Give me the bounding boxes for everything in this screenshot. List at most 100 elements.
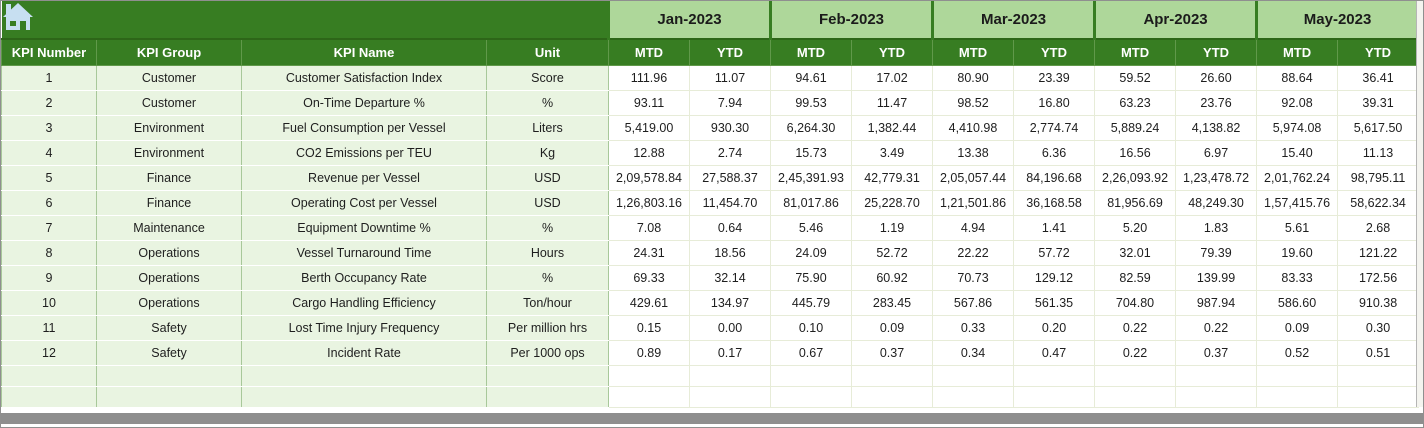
kpi-group-cell[interactable]: Environment (96, 140, 242, 166)
value-cell[interactable]: 134.97 (689, 289, 771, 316)
col-header-kpi-group[interactable]: KPI Group (96, 38, 242, 66)
value-cell[interactable]: 2,774.74 (1013, 114, 1096, 141)
kpi-name-cell[interactable]: Cargo Handling Efficiency (241, 290, 487, 316)
value-cell[interactable]: 11.13 (1337, 139, 1420, 166)
value-cell[interactable]: 586.60 (1256, 289, 1339, 316)
empty-cell[interactable] (850, 364, 934, 387)
kpi-name-cell[interactable]: Operating Cost per Vessel (241, 190, 487, 216)
empty-cell[interactable] (689, 364, 771, 387)
value-cell[interactable]: 0.67 (770, 339, 852, 366)
value-cell[interactable]: 4.94 (932, 214, 1015, 241)
empty-cell[interactable] (1094, 364, 1177, 387)
kpi-name-cell[interactable]: CO2 Emissions per TEU (241, 140, 487, 166)
value-cell[interactable]: 58,622.34 (1337, 189, 1420, 216)
kpi-unit-cell[interactable]: % (486, 90, 609, 116)
value-cell[interactable]: 18.56 (689, 239, 771, 266)
value-cell[interactable]: 23.39 (1013, 64, 1096, 91)
value-cell[interactable]: 82.59 (1094, 264, 1177, 291)
value-cell[interactable]: 1,23,478.72 (1175, 164, 1258, 191)
empty-cell[interactable] (1337, 385, 1420, 408)
value-cell[interactable]: 15.40 (1256, 139, 1339, 166)
empty-cell[interactable] (1256, 364, 1339, 387)
value-cell[interactable]: 22.22 (932, 239, 1015, 266)
kpi-unit-cell[interactable]: Ton/hour (486, 290, 609, 316)
value-cell[interactable]: 111.96 (608, 64, 690, 91)
kpi-number-cell[interactable]: 5 (1, 165, 97, 191)
kpi-group-cell[interactable]: Customer (96, 65, 242, 91)
value-cell[interactable]: 83.33 (1256, 264, 1339, 291)
value-cell[interactable]: 0.22 (1094, 339, 1177, 366)
value-cell[interactable]: 59.52 (1094, 64, 1177, 91)
value-cell[interactable]: 6.36 (1013, 139, 1096, 166)
col-header-ytd-mar[interactable]: YTD (1013, 38, 1096, 66)
value-cell[interactable]: 1,21,501.86 (932, 189, 1015, 216)
kpi-number-cell[interactable]: 11 (1, 315, 97, 341)
value-cell[interactable]: 80.90 (932, 64, 1015, 91)
value-cell[interactable]: 0.37 (1175, 339, 1258, 366)
value-cell[interactable]: 129.12 (1013, 264, 1096, 291)
value-cell[interactable]: 2.68 (1337, 214, 1420, 241)
value-cell[interactable]: 6.97 (1175, 139, 1258, 166)
kpi-number-cell[interactable]: 4 (1, 140, 97, 166)
home-icon[interactable] (2, 2, 34, 32)
value-cell[interactable]: 79.39 (1175, 239, 1258, 266)
col-header-ytd-may[interactable]: YTD (1337, 38, 1420, 66)
value-cell[interactable]: 4,138.82 (1175, 114, 1258, 141)
empty-cell[interactable] (770, 364, 852, 387)
value-cell[interactable]: 0.51 (1337, 339, 1420, 366)
value-cell[interactable]: 15.73 (770, 139, 852, 166)
value-cell[interactable]: 0.89 (608, 339, 690, 366)
value-cell[interactable]: 1,26,803.16 (608, 189, 690, 216)
value-cell[interactable]: 0.52 (1256, 339, 1339, 366)
empty-cell[interactable] (1175, 385, 1258, 408)
month-header-mar[interactable]: Mar-2023 (931, 1, 1097, 39)
empty-cell[interactable] (1013, 364, 1096, 387)
value-cell[interactable]: 36.41 (1337, 64, 1420, 91)
kpi-group-cell[interactable]: Finance (96, 165, 242, 191)
value-cell[interactable]: 36,168.58 (1013, 189, 1096, 216)
kpi-unit-cell[interactable]: Hours (486, 240, 609, 266)
value-cell[interactable]: 0.64 (689, 214, 771, 241)
value-cell[interactable]: 63.23 (1094, 89, 1177, 116)
value-cell[interactable]: 32.01 (1094, 239, 1177, 266)
value-cell[interactable]: 0.30 (1337, 314, 1420, 341)
kpi-group-cell[interactable]: Safety (96, 315, 242, 341)
value-cell[interactable]: 5.46 (770, 214, 852, 241)
value-cell[interactable]: 0.22 (1094, 314, 1177, 341)
value-cell[interactable]: 2.74 (689, 139, 771, 166)
kpi-unit-cell[interactable]: USD (486, 190, 609, 216)
kpi-number-cell[interactable]: 7 (1, 215, 97, 241)
value-cell[interactable]: 5,974.08 (1256, 114, 1339, 141)
empty-cell[interactable] (1013, 385, 1096, 408)
kpi-number-cell[interactable]: 12 (1, 340, 97, 366)
kpi-number-cell[interactable]: 1 (1, 65, 97, 91)
value-cell[interactable]: 0.10 (770, 314, 852, 341)
value-cell[interactable]: 0.09 (1256, 314, 1339, 341)
col-header-mtd-apr[interactable]: MTD (1094, 38, 1177, 66)
value-cell[interactable]: 11.07 (689, 64, 771, 91)
kpi-number-cell[interactable]: 10 (1, 290, 97, 316)
value-cell[interactable]: 27,588.37 (689, 164, 771, 191)
kpi-name-cell[interactable]: Customer Satisfaction Index (241, 65, 487, 91)
horizontal-scrollbar[interactable] (1, 413, 1423, 424)
kpi-number-cell[interactable]: 3 (1, 115, 97, 141)
value-cell[interactable]: 24.31 (608, 239, 690, 266)
value-cell[interactable]: 445.79 (770, 289, 852, 316)
kpi-unit-cell[interactable]: Per 1000 ops (486, 340, 609, 366)
value-cell[interactable]: 81,017.86 (770, 189, 852, 216)
value-cell[interactable]: 11.47 (850, 89, 934, 116)
value-cell[interactable]: 11,454.70 (689, 189, 771, 216)
value-cell[interactable]: 0.33 (932, 314, 1015, 341)
empty-cell[interactable] (932, 364, 1015, 387)
kpi-name-cell[interactable]: Revenue per Vessel (241, 165, 487, 191)
value-cell[interactable]: 2,45,391.93 (770, 164, 852, 191)
value-cell[interactable]: 3.49 (850, 139, 934, 166)
empty-cell[interactable] (689, 385, 771, 408)
value-cell[interactable]: 0.09 (850, 314, 934, 341)
empty-cell[interactable] (486, 365, 609, 387)
kpi-number-cell[interactable]: 8 (1, 240, 97, 266)
value-cell[interactable]: 12.88 (608, 139, 690, 166)
vertical-scrollbar[interactable] (1416, 1, 1423, 407)
col-header-mtd-feb[interactable]: MTD (770, 38, 852, 66)
value-cell[interactable]: 1,382.44 (850, 114, 934, 141)
